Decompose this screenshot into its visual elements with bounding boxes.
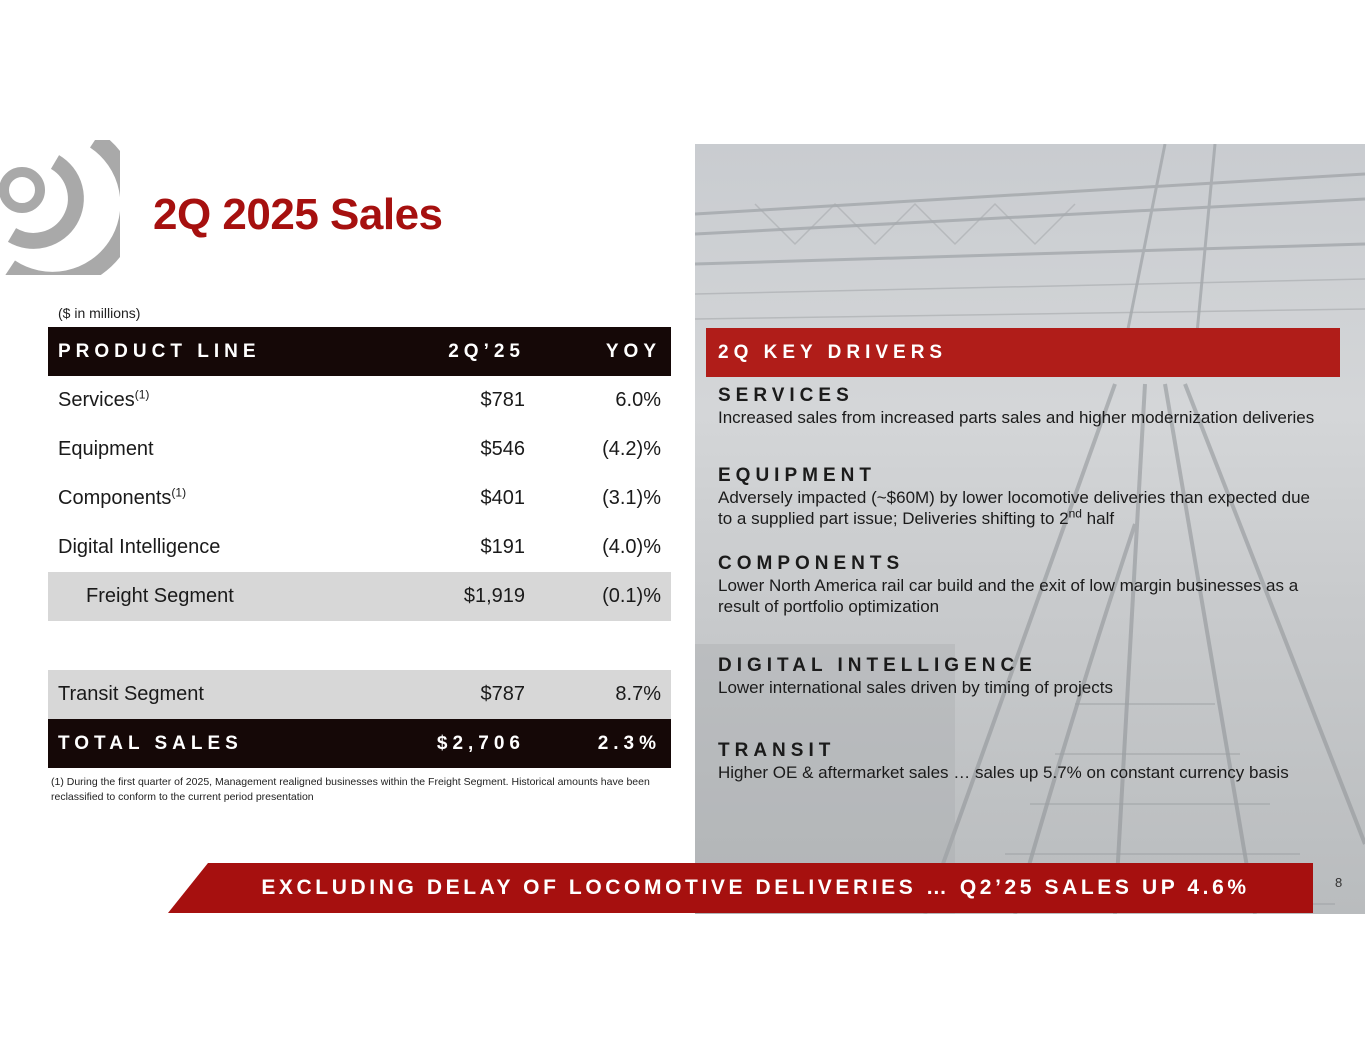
page-title: 2Q 2025 Sales [153, 190, 443, 239]
driver-text: Lower North America rail car build and t… [718, 576, 1299, 616]
row-label: Transit Segment [58, 683, 204, 705]
footnote-marker: (1) [171, 485, 187, 500]
header-2q25: 2Q’25 [448, 340, 525, 362]
driver-digital-intelligence: DIGITAL INTELLIGENCE Lower international… [718, 655, 1328, 698]
table-spacer [48, 621, 671, 670]
table-row-freight-segment: Freight Segment $1,919 (0.1)% [48, 572, 671, 621]
driver-heading: DIGITAL INTELLIGENCE [718, 655, 1037, 676]
row-label: Digital Intelligence [58, 536, 221, 558]
table-row-equipment: Equipment $546 (4.2)% [48, 425, 671, 474]
row-value: $401 [480, 487, 526, 509]
driver-equipment: EQUIPMENT Adversely impacted (~$60M) by … [718, 465, 1328, 529]
row-label: TOTAL SALES [58, 732, 243, 754]
header-yoy: YOY [605, 340, 661, 362]
ordinal-suffix: nd [1068, 506, 1082, 521]
unit-note: ($ in millions) [58, 305, 141, 321]
driver-services: SERVICES Increased sales from increased … [718, 385, 1328, 428]
company-logo-icon [0, 140, 120, 275]
page-number: 8 [1335, 875, 1343, 890]
row-yoy: (0.1)% [602, 585, 661, 607]
table-row-components: Components(1) $401 (3.1)% [48, 474, 671, 523]
table-row-transit-segment: Transit Segment $787 8.7% [48, 670, 671, 719]
driver-text-end: half [1081, 509, 1115, 528]
row-yoy: 2.3% [597, 732, 661, 754]
row-value: $191 [480, 536, 526, 558]
driver-transit: TRANSIT Higher OE & aftermarket sales … … [718, 740, 1328, 783]
driver-text: Increased sales from increased parts sal… [718, 408, 1315, 427]
footnote: (1) During the first quarter of 2025, Ma… [51, 776, 650, 803]
driver-text: Lower international sales driven by timi… [718, 678, 1113, 697]
row-label: Components [58, 487, 172, 509]
row-value: $787 [480, 683, 526, 705]
sales-table: PRODUCT LINE 2Q’25 YOY Services(1) $781 … [48, 327, 671, 768]
row-yoy: (4.2)% [602, 438, 661, 460]
driver-heading: COMPONENTS [718, 553, 905, 574]
table-row-digital-intelligence: Digital Intelligence $191 (4.0)% [48, 523, 671, 572]
table-row-services: Services(1) $781 6.0% [48, 376, 671, 425]
driver-components: COMPONENTS Lower North America rail car … [718, 553, 1328, 617]
row-label: Services [58, 389, 135, 411]
row-label: Freight Segment [86, 585, 234, 607]
footnote-marker: (1) [134, 387, 150, 402]
rail-illustration [695, 144, 1365, 914]
row-value: $2,706 [436, 732, 525, 754]
key-drivers-header: 2Q KEY DRIVERS [706, 328, 1340, 377]
driver-heading: SERVICES [718, 385, 854, 406]
summary-banner: EXCLUDING DELAY OF LOCOMOTIVE DELIVERIES… [168, 863, 1313, 913]
header-product-line: PRODUCT LINE [58, 340, 261, 362]
table-row-total-sales: TOTAL SALES $2,706 2.3% [48, 719, 671, 768]
row-yoy: 8.7% [615, 683, 661, 705]
row-label: Equipment [58, 438, 154, 460]
driver-text: Adversely impacted (~$60M) by lower loco… [718, 488, 1310, 528]
driver-heading: TRANSIT [718, 740, 836, 761]
row-yoy: 6.0% [615, 389, 661, 411]
table-header: PRODUCT LINE 2Q’25 YOY [48, 327, 671, 376]
row-yoy: (4.0)% [602, 536, 661, 558]
row-value: $1,919 [463, 585, 525, 607]
rail-background-image [695, 144, 1365, 914]
row-value: $546 [480, 438, 526, 460]
driver-heading: EQUIPMENT [718, 465, 876, 486]
driver-text: Higher OE & aftermarket sales … sales up… [718, 763, 1289, 782]
row-value: $781 [480, 389, 526, 411]
row-yoy: (3.1)% [602, 487, 661, 509]
